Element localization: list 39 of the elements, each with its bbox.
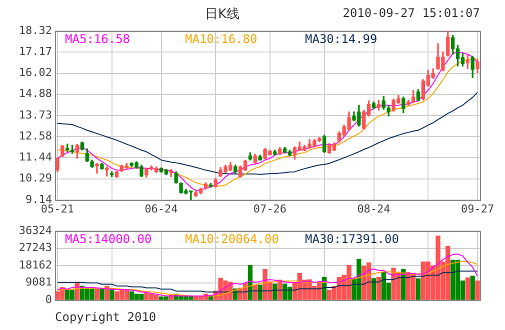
- bar: [272, 284, 278, 300]
- bar: [258, 284, 262, 300]
- text: MA10:20064.00: [185, 232, 279, 246]
- text: Copyright 2010: [55, 310, 156, 324]
- y-tick-label: 13.73: [18, 108, 52, 122]
- y-tick-label: 18162: [18, 258, 52, 272]
- x-tick-label: 07-26: [253, 202, 287, 216]
- text: MA10:16.80: [185, 32, 258, 46]
- bar: [470, 276, 475, 300]
- y-tick-label: 12.58: [18, 130, 52, 143]
- bar: [94, 288, 100, 300]
- y-tick-label: 11.44: [18, 150, 52, 164]
- text: MA30:17391.00: [305, 232, 399, 246]
- bar: [371, 278, 376, 300]
- bar: [416, 278, 421, 300]
- y-tick-label: 36324: [18, 224, 52, 237]
- y-tick-label: 18.32: [18, 24, 52, 37]
- y-tick-label: 17.17: [18, 45, 52, 58]
- y-tick-label: 0: [45, 292, 52, 306]
- bar: [376, 276, 382, 300]
- y-tick-label: 27243: [18, 241, 52, 254]
- text: 2010-09-27 15:01:07: [342, 6, 480, 20]
- x-tick-label: 06-24: [144, 202, 178, 216]
- x-tick-label: 09-27: [460, 202, 494, 216]
- bar: [465, 277, 470, 300]
- y-tick-label: 9081: [26, 276, 52, 289]
- bar: [475, 280, 480, 300]
- y-tick-label: 16.02: [18, 66, 52, 80]
- bar: [100, 288, 104, 300]
- x-tick-label: 08-24: [357, 202, 391, 216]
- chart-title: 日K线: [205, 6, 240, 23]
- candlestick: [95, 163, 99, 174]
- bar: [208, 296, 213, 300]
- text: MA5:14000.00: [65, 232, 152, 246]
- y-tick-label: 10.29: [18, 172, 52, 185]
- text: MA5:16.58: [65, 32, 130, 46]
- text: MA30:14.99: [305, 32, 378, 46]
- bar: [110, 288, 114, 300]
- y-tick-label: 14.88: [18, 87, 52, 100]
